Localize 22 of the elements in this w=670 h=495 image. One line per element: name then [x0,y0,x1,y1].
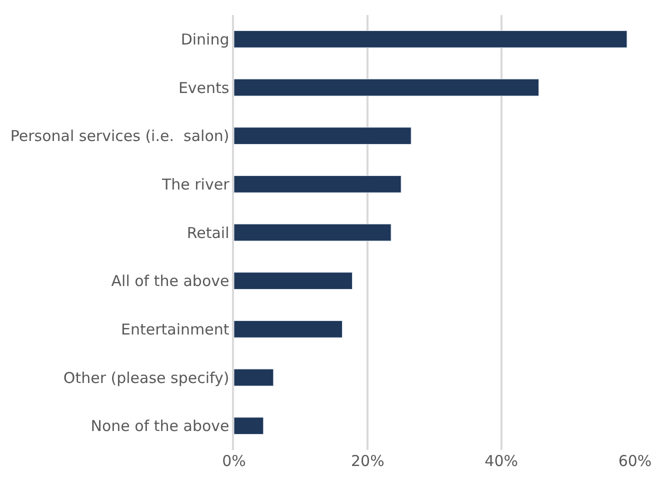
y-tick-label: Personal services (i.e. salon) [10,127,230,146]
y-tick-label: Other (please specify) [63,368,230,387]
bar [234,272,353,290]
x-tick-label: 40% [484,452,518,470]
y-tick-label: Entertainment [121,320,230,338]
bar [234,127,412,145]
bar [234,417,264,435]
y-tick-label: All of the above [111,272,230,290]
bar [234,320,343,338]
bar [234,78,540,96]
y-tick-label: The river [160,175,230,194]
x-tick-label: 60% [618,452,652,470]
bar [234,30,628,48]
y-tick-label: None of the above [90,417,230,436]
y-tick-label: Retail [186,224,230,242]
x-tick-label: 20% [351,452,384,470]
y-tick-label: Dining [180,30,230,48]
bar [234,175,402,193]
x-tick-label: 0% [222,452,246,470]
y-tick-label: Events [178,78,230,97]
bar [234,224,392,242]
bar [234,368,274,386]
